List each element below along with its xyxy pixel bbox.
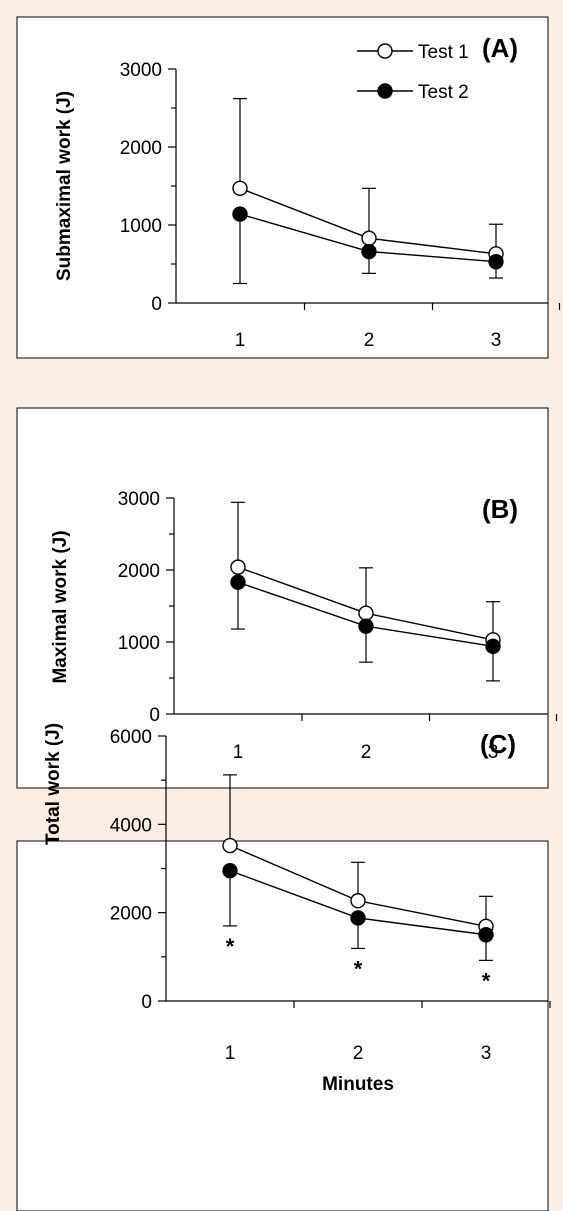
y-tick-label: 2000 [118,561,160,582]
x-tick-label: 1 [235,330,246,351]
y-tick-label: 4000 [110,815,152,836]
x-tick-label: 3 [491,330,502,351]
x-tick-label: 2 [361,742,372,763]
series-test-2 [232,206,504,285]
panel-label: (B) [482,494,518,524]
x-axis-label: Minutes [322,1074,394,1095]
x-tick-label: 1 [233,742,244,763]
series-test-2 [222,863,494,961]
significance-asterisk: * [354,956,363,981]
legend-marker-filled [377,83,393,99]
y-tick-label: 0 [151,294,162,315]
data-point-filled [488,253,504,270]
legend-label: Test 2 [418,82,469,103]
data-point-filled [361,243,377,260]
x-tick-label: 2 [353,1043,364,1064]
chart-panel-2: 0 1000 2000 3000 1 2 3 Maximal work (J) (B) [16,407,558,789]
y-axis-label: Total work (J) [43,723,64,845]
data-point-open [232,180,248,197]
panel-label: (C) [480,729,516,759]
legend-label: Test 1 [418,42,469,63]
chart-panel-3: 0 2000 4000 6000 1 2 3 Total work (J) Minutes (C)… [16,723,551,1211]
data-point-open [222,837,238,854]
data-point-filled [230,574,246,590]
panel-frame [16,16,549,359]
y-tick-label: 6000 [110,727,152,748]
panel-frame [16,840,549,1211]
x-tick-label: 1 [225,1043,236,1064]
data-point-filled [350,910,366,926]
x-tick-label: 3 [481,1043,492,1064]
y-tick-label: 0 [149,705,160,726]
y-tick-label: 1000 [120,216,162,237]
y-tick-label: 3000 [120,60,162,81]
y-tick-label: 2000 [120,138,162,159]
panel-label: (A) [482,33,518,63]
data-point-filled [478,927,494,943]
data-point-filled [232,206,248,222]
legend-marker-open [377,43,393,59]
y-tick-label: 2000 [110,904,152,925]
y-tick-label: 0 [141,992,152,1013]
legend: Test 1 Test 2 [357,42,469,103]
y-axis-label: Submaximal work (J) [54,91,75,281]
series-test-2 [230,574,501,682]
data-point-open [350,893,366,909]
data-point-open [358,605,374,621]
x-tick-label: 2 [364,330,375,351]
data-point-filled [222,863,238,879]
series-test-1 [222,774,494,935]
significance-asterisk: * [226,934,235,959]
y-tick-label: 3000 [118,489,160,510]
chart-panel-1: 0 1000 2000 3000 1 2 3 Submaximal work (J) (A) Te… [16,16,561,359]
y-tick-label: 1000 [118,633,160,654]
data-point-open [230,559,246,575]
y-axis-label: Maximal work (J) [50,530,71,683]
significance-asterisk: * [482,968,491,993]
data-point-filled [485,638,501,655]
series-test-1 [230,501,501,648]
x-tick-label: 3 [488,742,499,763]
data-point-open [361,230,377,246]
data-point-filled [358,618,374,634]
